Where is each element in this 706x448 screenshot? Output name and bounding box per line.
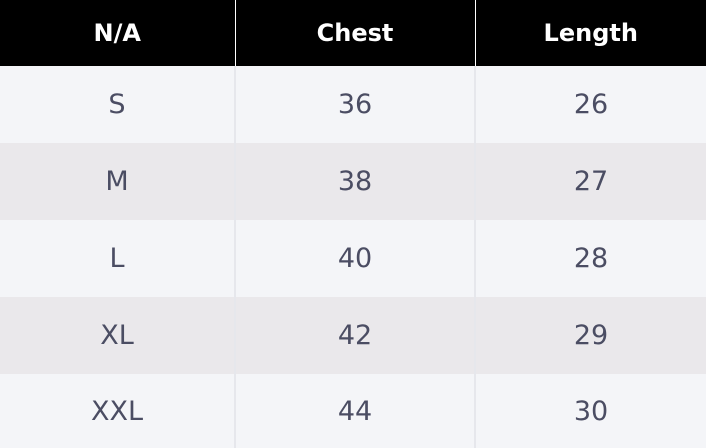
cell-chest: 36 (235, 66, 476, 143)
header-row: N/A Chest Length (0, 0, 706, 66)
cell-chest: 40 (235, 220, 476, 297)
cell-size: XXL (0, 374, 236, 448)
cell-chest: 38 (235, 143, 476, 220)
table-row: M 38 27 (0, 143, 706, 220)
header-size: N/A (0, 0, 236, 66)
table-row: S 36 26 (0, 66, 706, 143)
table-body: S 36 26 M 38 27 L 40 28 XL 42 29 XXL 44 … (0, 66, 706, 448)
cell-chest: 42 (235, 297, 476, 374)
cell-length: 28 (573, 243, 609, 274)
cell-length: 30 (573, 395, 609, 427)
cell-size: XL (0, 297, 236, 374)
header-length: Length (475, 0, 706, 66)
table-row: L 40 28 (0, 220, 706, 297)
header-chest: Chest (235, 0, 476, 66)
cell-size: S (0, 66, 236, 143)
cell-length: 29 (573, 320, 609, 351)
table-row: XL 42 29 (0, 297, 706, 374)
cell-size: L (0, 220, 236, 297)
table-header: N/A Chest Length (0, 0, 706, 66)
cell-chest: 44 (235, 374, 476, 448)
cell-size: M (0, 143, 236, 220)
cell-length: 26 (573, 89, 609, 120)
cell-length: 27 (573, 166, 609, 197)
table-row: XXL 44 30 (0, 374, 706, 448)
